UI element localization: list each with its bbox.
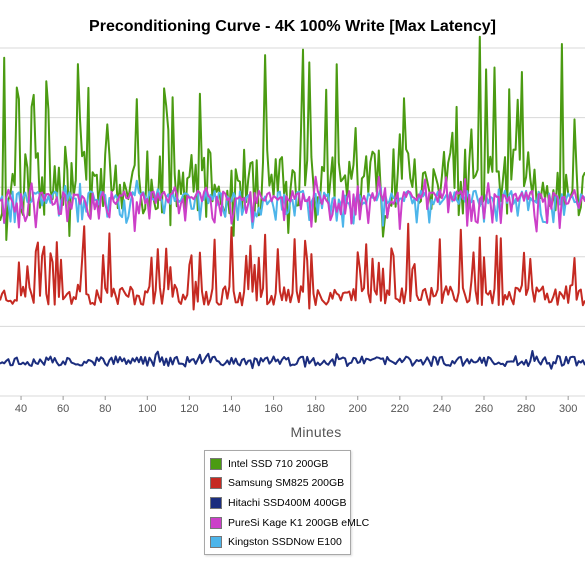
x-tick-label: 220: [391, 403, 409, 415]
x-tick-label: 200: [349, 403, 367, 415]
x-tick-label: 60: [57, 403, 69, 415]
series-line-1: [0, 222, 585, 311]
x-tick-label: 280: [517, 403, 535, 415]
legend-label: Intel SSD 710 200GB: [228, 457, 329, 470]
series-line-3: [0, 175, 585, 233]
x-tick-label: 100: [138, 403, 156, 415]
x-axis-ticks: 40 60 80 100 120 140 160 180 200 220 240 260 280 300: [15, 396, 577, 415]
legend-swatch: [210, 477, 222, 490]
legend-swatch: [210, 536, 222, 549]
series-lines: [0, 35, 585, 370]
x-tick-label: 80: [99, 403, 111, 415]
x-tick-label: 120: [180, 403, 198, 415]
x-tick-label: 300: [559, 403, 577, 415]
legend-label: PureSi Kage K1 200GB eMLC: [228, 516, 370, 529]
x-tick-label: 240: [433, 403, 451, 415]
x-tick-label: 180: [306, 403, 324, 415]
legend-swatch: [210, 457, 222, 470]
x-tick-label: 160: [264, 403, 282, 415]
series-line-0: [0, 35, 585, 241]
x-tick-label: 40: [15, 403, 27, 415]
legend-label: Hitachi SSD400M 400GB: [228, 496, 347, 509]
chart-title: Preconditioning Curve - 4K 100% Write [M…: [89, 18, 496, 35]
legend-item[interactable]: Hitachi SSD400M 400GB: [205, 493, 350, 513]
legend-label: Kingston SSDNow E100: [228, 536, 342, 549]
legend-item[interactable]: PureSi Kage K1 200GB eMLC: [205, 513, 369, 533]
legend-swatch: [210, 516, 222, 529]
legend-item[interactable]: Intel SSD 710 200GB: [205, 454, 350, 474]
x-tick-label: 260: [475, 403, 493, 415]
legend: Intel SSD 710 200GB Samsung SM825 200GB Hi…: [204, 450, 369, 555]
x-tick-label: 140: [222, 403, 240, 415]
series-line-4: [0, 179, 585, 229]
legend-swatch: [210, 496, 222, 509]
legend-item[interactable]: Samsung SM825 200GB: [205, 474, 350, 494]
legend-label: Samsung SM825 200GB: [228, 477, 345, 490]
x-axis-title: Minutes: [290, 424, 341, 440]
series-line-2: [0, 350, 585, 370]
legend-item[interactable]: Kingston SSDNow E100: [205, 532, 350, 552]
